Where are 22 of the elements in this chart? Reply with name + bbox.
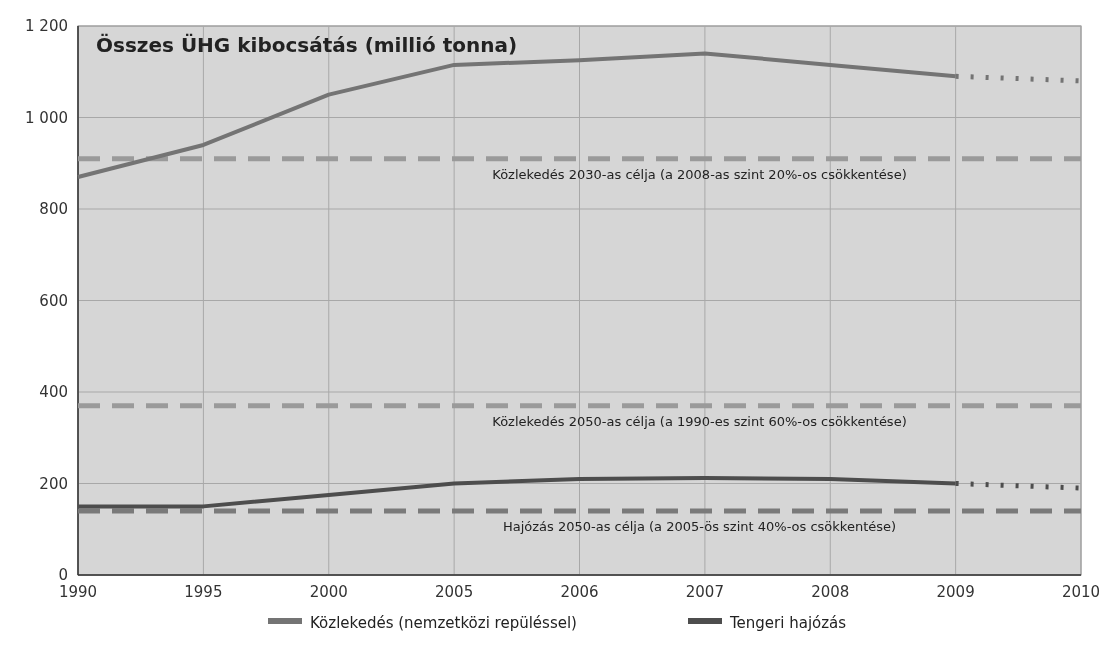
ref-line-label: Hajózás 2050-as célja (a 2005-ös szint 40%-os csökkentése) [502,518,897,534]
x-tick-label: 1995 [184,583,223,601]
y-tick-label: 800 [39,200,68,219]
y-tick-label: 0 [58,566,68,585]
x-tick-label: 2000 [309,583,348,601]
ref-line-label: Közlekedés 2030-as célja (a 2008-as szint 20%-os csökkentése) [492,166,907,182]
x-tick-label: 2007 [685,583,724,601]
chart-title: Összes ÜHG kibocsátás (millió tonna) [96,33,518,57]
x-tick-label: 2009 [936,583,975,601]
y-tick-label: 400 [39,383,68,402]
x-tick-label: 2008 [811,583,850,601]
x-tick-label: 2005 [435,583,474,601]
x-tick-label: 2006 [560,583,599,601]
y-tick-label: 1 200 [25,17,68,36]
legend-label: Közlekedés (nemzetközi repüléssel) [310,613,577,632]
legend-label: Tengeri hajózás [729,613,847,632]
y-tick-label: 200 [39,474,68,493]
y-tick-label: 600 [39,291,68,310]
x-tick-label: 2010 [1061,583,1101,601]
y-tick-label: 1 000 [25,108,68,127]
ref-line-label: Közlekedés 2050-as célja (a 1990-es szint 60%-os csökkentése) [492,413,907,429]
x-tick-label: 1990 [58,583,98,601]
